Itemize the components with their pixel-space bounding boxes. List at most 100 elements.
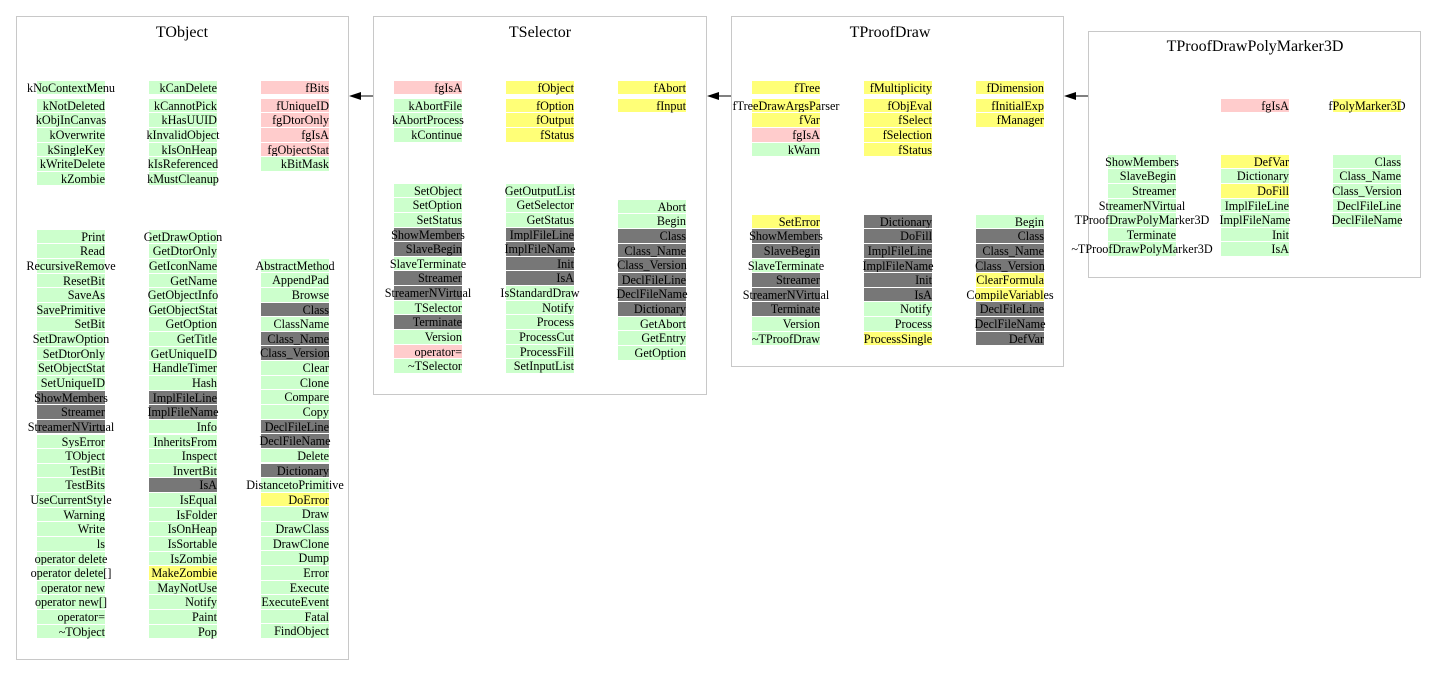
member-label: CompileVariables (966, 287, 1054, 302)
method-hash: Hash (149, 375, 217, 390)
method-compare: Compare (261, 389, 329, 404)
method-tproofdrawpolymarker3d: TProofDrawPolyMarker3D (1075, 212, 1209, 227)
member-label: SetInputList (513, 359, 574, 374)
method-maynotuse: MayNotUse (149, 579, 217, 595)
member-label: kWarn (787, 142, 820, 157)
member-label: SetObject (413, 183, 462, 198)
method-saveprimitive: SavePrimitive (36, 301, 106, 317)
method-isa: IsA (506, 270, 574, 285)
member-label: SlaveTerminate (747, 258, 825, 273)
method-dump: Dump (261, 550, 329, 565)
data-member-fpolymarker3d: fPolyMarker3D (1328, 97, 1406, 113)
member-label: DeclFileName (1331, 213, 1403, 228)
member-label: UseCurrentStyle (30, 493, 112, 508)
member-label: kCannotPick (154, 98, 217, 113)
member-label: ShowMembers (749, 229, 823, 244)
data-member-fgisa: fgIsA (394, 79, 462, 95)
method-getabort: GetAbort (618, 315, 686, 331)
member-label: fgIsA (1261, 98, 1289, 113)
member-label: DrawClone (272, 536, 329, 551)
method-pop: Pop (149, 623, 217, 639)
method-implfilename: ImplFileName (504, 241, 576, 256)
data-member-knocontextmenu: kNoContextMenu (27, 79, 115, 95)
member-label: Notify (185, 595, 217, 610)
method-tselector: ~TSelector (394, 358, 462, 373)
member-label: fgIsA (301, 127, 329, 142)
member-label: Copy (302, 405, 329, 419)
method-process: Process (864, 316, 932, 331)
member-label: ~TProofDrawPolyMarker3D (1071, 242, 1213, 257)
method-version: Version (752, 316, 820, 331)
method-setoption: SetOption (394, 197, 462, 212)
member-label: GetDrawOption (143, 229, 223, 244)
member-label: SetOption (412, 198, 462, 213)
data-member-knotdeleted: kNotDeleted (37, 97, 105, 113)
method-streamernvirtual: StreamerNVirtual (743, 286, 829, 302)
member-label: SetBit (74, 317, 105, 332)
method-operator-delete: operator delete (35, 550, 107, 566)
method-class-version: Class_Version (260, 345, 330, 360)
member-label: Dictionary (633, 302, 686, 317)
member-label: operator= (414, 344, 462, 359)
data-member-fgobjectstat: fgObjectStat (261, 141, 329, 157)
member-label: fObject (537, 80, 574, 95)
data-member-fdimension: fDimension (976, 79, 1044, 95)
member-label: ProcessSingle (863, 331, 933, 346)
method-drawclone: DrawClone (261, 535, 329, 551)
method-operator: operator= (37, 609, 105, 624)
method-declfileline: DeclFileLine (261, 418, 329, 434)
method-dictionary: Dictionary (1221, 168, 1289, 183)
data-member-kobjincanvas: kObjInCanvas (36, 112, 106, 127)
method-inheritsfrom: InheritsFrom (149, 433, 217, 449)
member-label: Delete (297, 448, 329, 463)
method-process: Process (506, 314, 574, 329)
member-label: kZombie (60, 171, 105, 186)
member-label: TestBit (69, 463, 105, 478)
method-slavebegin: SlaveBegin (1108, 168, 1176, 183)
member-label: kSingleKey (47, 142, 105, 157)
method-streamernvirtual: StreamerNVirtual (385, 285, 471, 300)
member-label: ImplFileName (147, 405, 219, 420)
member-label: kNotDeleted (42, 98, 105, 113)
method-showmembers: ShowMembers (1105, 153, 1179, 169)
member-label: Dictionary (879, 214, 932, 229)
method-appendpad: AppendPad (261, 272, 329, 287)
data-member-ksinglekey: kSingleKey (37, 141, 105, 157)
method-implfilename: ImplFileName (147, 404, 219, 420)
member-label: operator new[] (34, 595, 108, 610)
member-label: fInitialExp (991, 98, 1044, 113)
method-streamer: Streamer (37, 404, 105, 419)
member-label: DeclFileLine (979, 302, 1044, 317)
member-label: SetDrawOption (32, 332, 110, 347)
method-getobjectstat: GetObjectStat (148, 301, 218, 317)
method-doerror: DoError (261, 491, 329, 507)
method-streamer: Streamer (394, 270, 462, 285)
member-label: Terminate (770, 302, 820, 317)
method-tproofdrawpolymarker3d: ~TProofDrawPolyMarker3D (1071, 241, 1213, 256)
member-label: Execute (289, 580, 329, 595)
member-label: Class (302, 302, 329, 317)
member-label: Class_Name (1339, 169, 1401, 184)
member-label: Terminate (412, 315, 462, 330)
method-getoutputlist: GetOutputList (505, 182, 575, 198)
data-member-kcandelete: kCanDelete (149, 79, 217, 95)
method-getobjectinfo: GetObjectInfo (148, 287, 218, 302)
member-label: DoFill (900, 229, 932, 244)
member-label: ImplFileName (1219, 213, 1291, 228)
member-label: StreamerNVirtual (1098, 198, 1186, 213)
method-terminate: Terminate (752, 301, 820, 316)
member-label: fgObjectStat (267, 142, 329, 157)
member-label: GetDtorOnly (152, 244, 217, 259)
method-terminate: Terminate (394, 314, 462, 329)
member-label: Process (894, 317, 932, 332)
member-label: operator new (41, 580, 105, 595)
method-operator: operator= (394, 343, 462, 359)
member-label: Inspect (181, 449, 217, 464)
method-init: Init (864, 272, 932, 287)
member-label: fPolyMarker3D (1328, 98, 1406, 113)
method-tselector: TSelector (394, 299, 462, 315)
member-label: IsOnHeap (167, 522, 217, 537)
method-slavebegin: SlaveBegin (752, 242, 820, 258)
member-label: Version (424, 330, 462, 344)
member-label: fMultiplicity (869, 80, 932, 95)
